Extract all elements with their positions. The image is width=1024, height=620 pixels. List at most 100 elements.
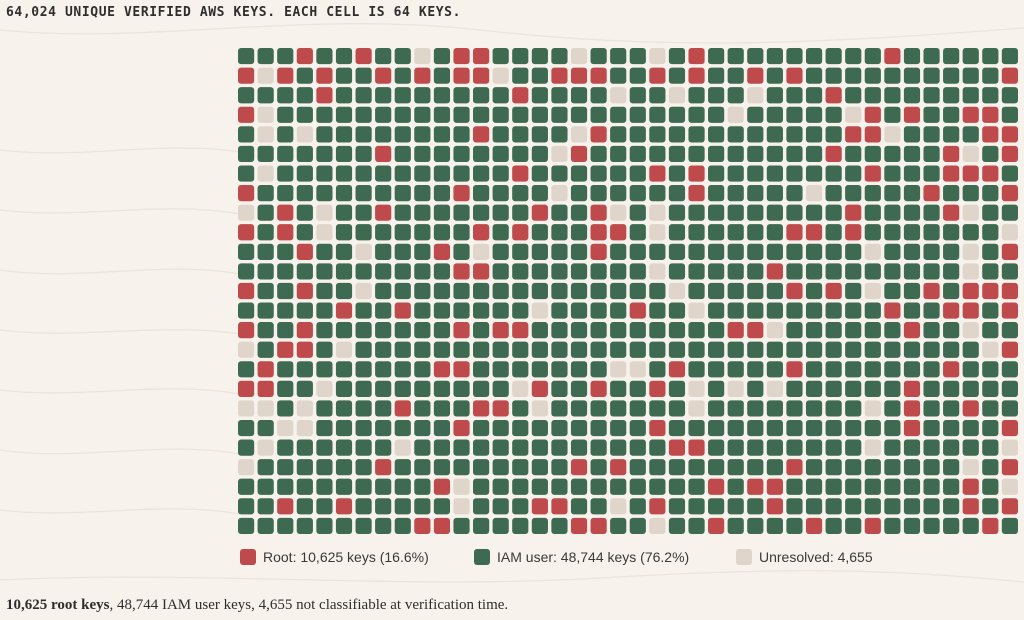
cell-unresolved <box>982 341 999 358</box>
cell-iam <box>512 400 529 417</box>
cell-iam <box>473 165 490 182</box>
cell-iam <box>355 165 372 182</box>
cell-iam <box>394 224 411 241</box>
cell-unresolved <box>238 459 255 476</box>
cell-root <box>453 185 470 202</box>
cell-root <box>962 165 979 182</box>
cell-iam <box>238 263 255 280</box>
cell-iam <box>316 126 333 143</box>
cell-root <box>531 498 548 515</box>
cell-iam <box>845 185 862 202</box>
cell-iam <box>335 165 353 182</box>
cell-iam <box>433 302 451 319</box>
cell-iam <box>394 498 411 515</box>
cell-root <box>512 87 529 104</box>
cell-iam <box>296 185 313 202</box>
cell-iam <box>492 380 509 397</box>
cell-iam <box>884 419 901 437</box>
cell-iam <box>688 341 705 358</box>
cell-iam <box>845 419 862 437</box>
cell-iam <box>903 185 921 202</box>
cell-root <box>590 204 607 221</box>
cell-iam <box>335 106 353 123</box>
cell-root <box>982 517 999 534</box>
cell-iam <box>747 498 764 515</box>
cell-root <box>668 361 686 378</box>
cell-iam <box>727 67 744 84</box>
cell-iam <box>512 48 529 65</box>
cell-iam <box>727 243 744 260</box>
cell-iam <box>296 302 313 319</box>
cell-iam <box>473 145 490 163</box>
cell-iam <box>257 243 274 260</box>
cell-root <box>864 126 881 143</box>
cell-iam <box>805 126 823 143</box>
cell-iam <box>629 282 646 300</box>
cell-iam <box>277 165 294 182</box>
cell-iam <box>414 243 431 260</box>
cell-root <box>453 361 470 378</box>
cell-root <box>316 87 333 104</box>
cell-root <box>668 439 686 456</box>
cell-root <box>649 67 666 84</box>
cell-iam <box>316 243 333 260</box>
cell-iam <box>884 439 901 456</box>
cell-iam <box>570 498 588 515</box>
cell-iam <box>805 419 823 437</box>
cell-iam <box>473 517 490 534</box>
cell-iam <box>453 204 470 221</box>
cell-root <box>610 224 627 241</box>
cell-iam <box>845 361 862 378</box>
cell-iam <box>747 165 764 182</box>
cell-iam <box>668 165 686 182</box>
cell-iam <box>570 106 588 123</box>
cell-iam <box>590 400 607 417</box>
cell-iam <box>982 459 999 476</box>
cell-iam <box>923 87 940 104</box>
cell-iam <box>238 87 255 104</box>
cell-iam <box>923 243 940 260</box>
caption: 10,625 root keys, 48,744 IAM user keys, … <box>6 597 508 614</box>
cell-iam <box>610 322 627 339</box>
cell-root <box>727 322 744 339</box>
cell-iam <box>688 361 705 378</box>
cell-iam <box>394 341 411 358</box>
cell-iam <box>414 341 431 358</box>
cell-root <box>257 361 274 378</box>
cell-unresolved <box>238 400 255 417</box>
cell-root <box>433 478 451 495</box>
cell-iam <box>708 48 725 65</box>
cell-unresolved <box>257 106 274 123</box>
cell-root <box>1001 419 1018 437</box>
cell-root <box>1001 145 1018 163</box>
cell-root <box>982 126 999 143</box>
cell-iam <box>394 243 411 260</box>
cell-iam <box>433 341 451 358</box>
cell-iam <box>688 322 705 339</box>
cell-iam <box>570 322 588 339</box>
cell-iam <box>805 361 823 378</box>
cell-unresolved <box>238 204 255 221</box>
cell-iam <box>688 263 705 280</box>
cell-root <box>962 400 979 417</box>
cell-iam <box>727 341 744 358</box>
cell-iam <box>551 302 568 319</box>
cell-iam <box>238 48 255 65</box>
cell-iam <box>923 165 940 182</box>
cell-root <box>747 322 764 339</box>
cell-unresolved <box>316 204 333 221</box>
cell-unresolved <box>1001 478 1018 495</box>
cell-iam <box>296 87 313 104</box>
cell-root <box>238 106 255 123</box>
cell-iam <box>688 106 705 123</box>
cell-iam <box>943 459 960 476</box>
cell-iam <box>766 165 783 182</box>
cell-root <box>277 224 294 241</box>
cell-iam <box>335 282 353 300</box>
cell-iam <box>884 498 901 515</box>
cell-root <box>590 224 607 241</box>
cell-unresolved <box>296 126 313 143</box>
cell-iam <box>688 498 705 515</box>
cell-iam <box>433 439 451 456</box>
cell-iam <box>551 380 568 397</box>
